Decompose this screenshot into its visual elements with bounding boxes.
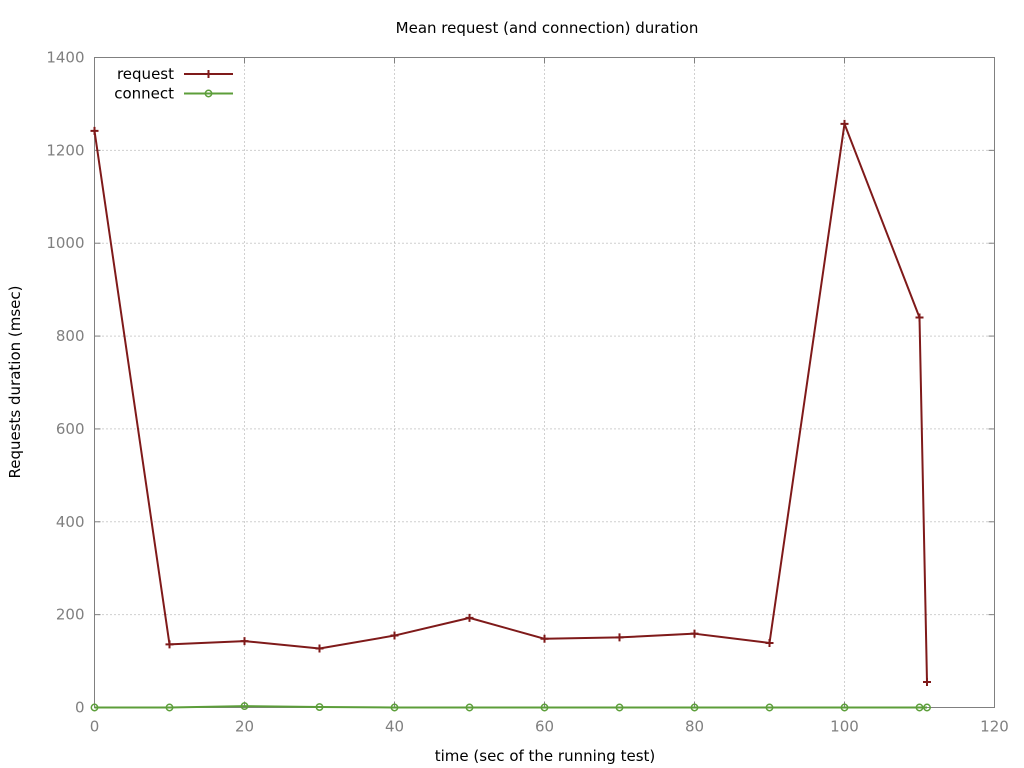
data-point-request	[915, 313, 924, 322]
data-point-request	[465, 613, 474, 622]
legend-marker	[204, 89, 213, 98]
legend-label: request	[117, 65, 174, 83]
data-point-connect	[465, 703, 474, 712]
data-point-request	[615, 633, 624, 642]
series-connect	[90, 702, 931, 712]
data-point-request	[390, 631, 399, 640]
data-point-request	[923, 677, 931, 686]
data-point-request	[765, 638, 774, 647]
y-tick-label: 400	[56, 513, 85, 531]
x-tick-label: 100	[830, 718, 859, 736]
data-point-connect	[923, 703, 931, 712]
legend-label: connect	[114, 85, 174, 103]
legend-item-request: request	[117, 65, 233, 83]
data-point-connect	[765, 703, 774, 712]
x-tick-label: 120	[980, 718, 1009, 736]
data-point-connect	[915, 703, 924, 712]
data-point-connect	[315, 703, 324, 711]
data-point-connect	[840, 703, 849, 712]
x-axis-title: time (sec of the running test)	[435, 747, 656, 765]
y-tick-label: 600	[56, 420, 85, 438]
data-point-request	[90, 126, 99, 135]
data-point-connect	[540, 703, 549, 712]
data-point-request	[165, 640, 174, 649]
data-point-connect	[690, 703, 699, 712]
y-tick-label: 1200	[46, 141, 84, 159]
data-point-connect	[240, 702, 249, 711]
series-layer	[90, 119, 931, 712]
x-tick-label: 60	[535, 718, 554, 736]
x-tick-label: 20	[235, 718, 254, 736]
data-point-request	[240, 637, 249, 646]
series-request	[90, 119, 931, 686]
data-point-connect	[90, 703, 99, 712]
data-point-request	[540, 634, 549, 643]
legend-marker	[204, 70, 213, 78]
chart-title: Mean request (and connection) duration	[396, 19, 699, 37]
data-point-connect	[390, 703, 399, 712]
data-point-request	[315, 644, 324, 653]
data-point-request	[840, 119, 849, 128]
y-tick-label: 200	[56, 606, 85, 624]
data-point-connect	[165, 703, 174, 712]
series-line-connect	[94, 705, 927, 709]
y-tick-label: 1400	[46, 49, 84, 67]
grid-lines	[94, 57, 995, 708]
legend: request connect	[114, 65, 233, 103]
y-tick-label: 800	[56, 327, 85, 345]
data-point-connect	[615, 703, 624, 712]
x-tick-label: 80	[685, 718, 704, 736]
data-point-request	[690, 629, 699, 638]
y-axis-title: Requests duration (msec)	[6, 285, 24, 478]
legend-item-connect: connect	[114, 85, 233, 103]
x-tick-label: 40	[385, 718, 404, 736]
y-tick-label: 0	[75, 699, 85, 717]
y-tick-label: 1000	[46, 234, 84, 252]
series-line-request	[93, 122, 928, 682]
x-tick-label: 0	[90, 718, 100, 736]
